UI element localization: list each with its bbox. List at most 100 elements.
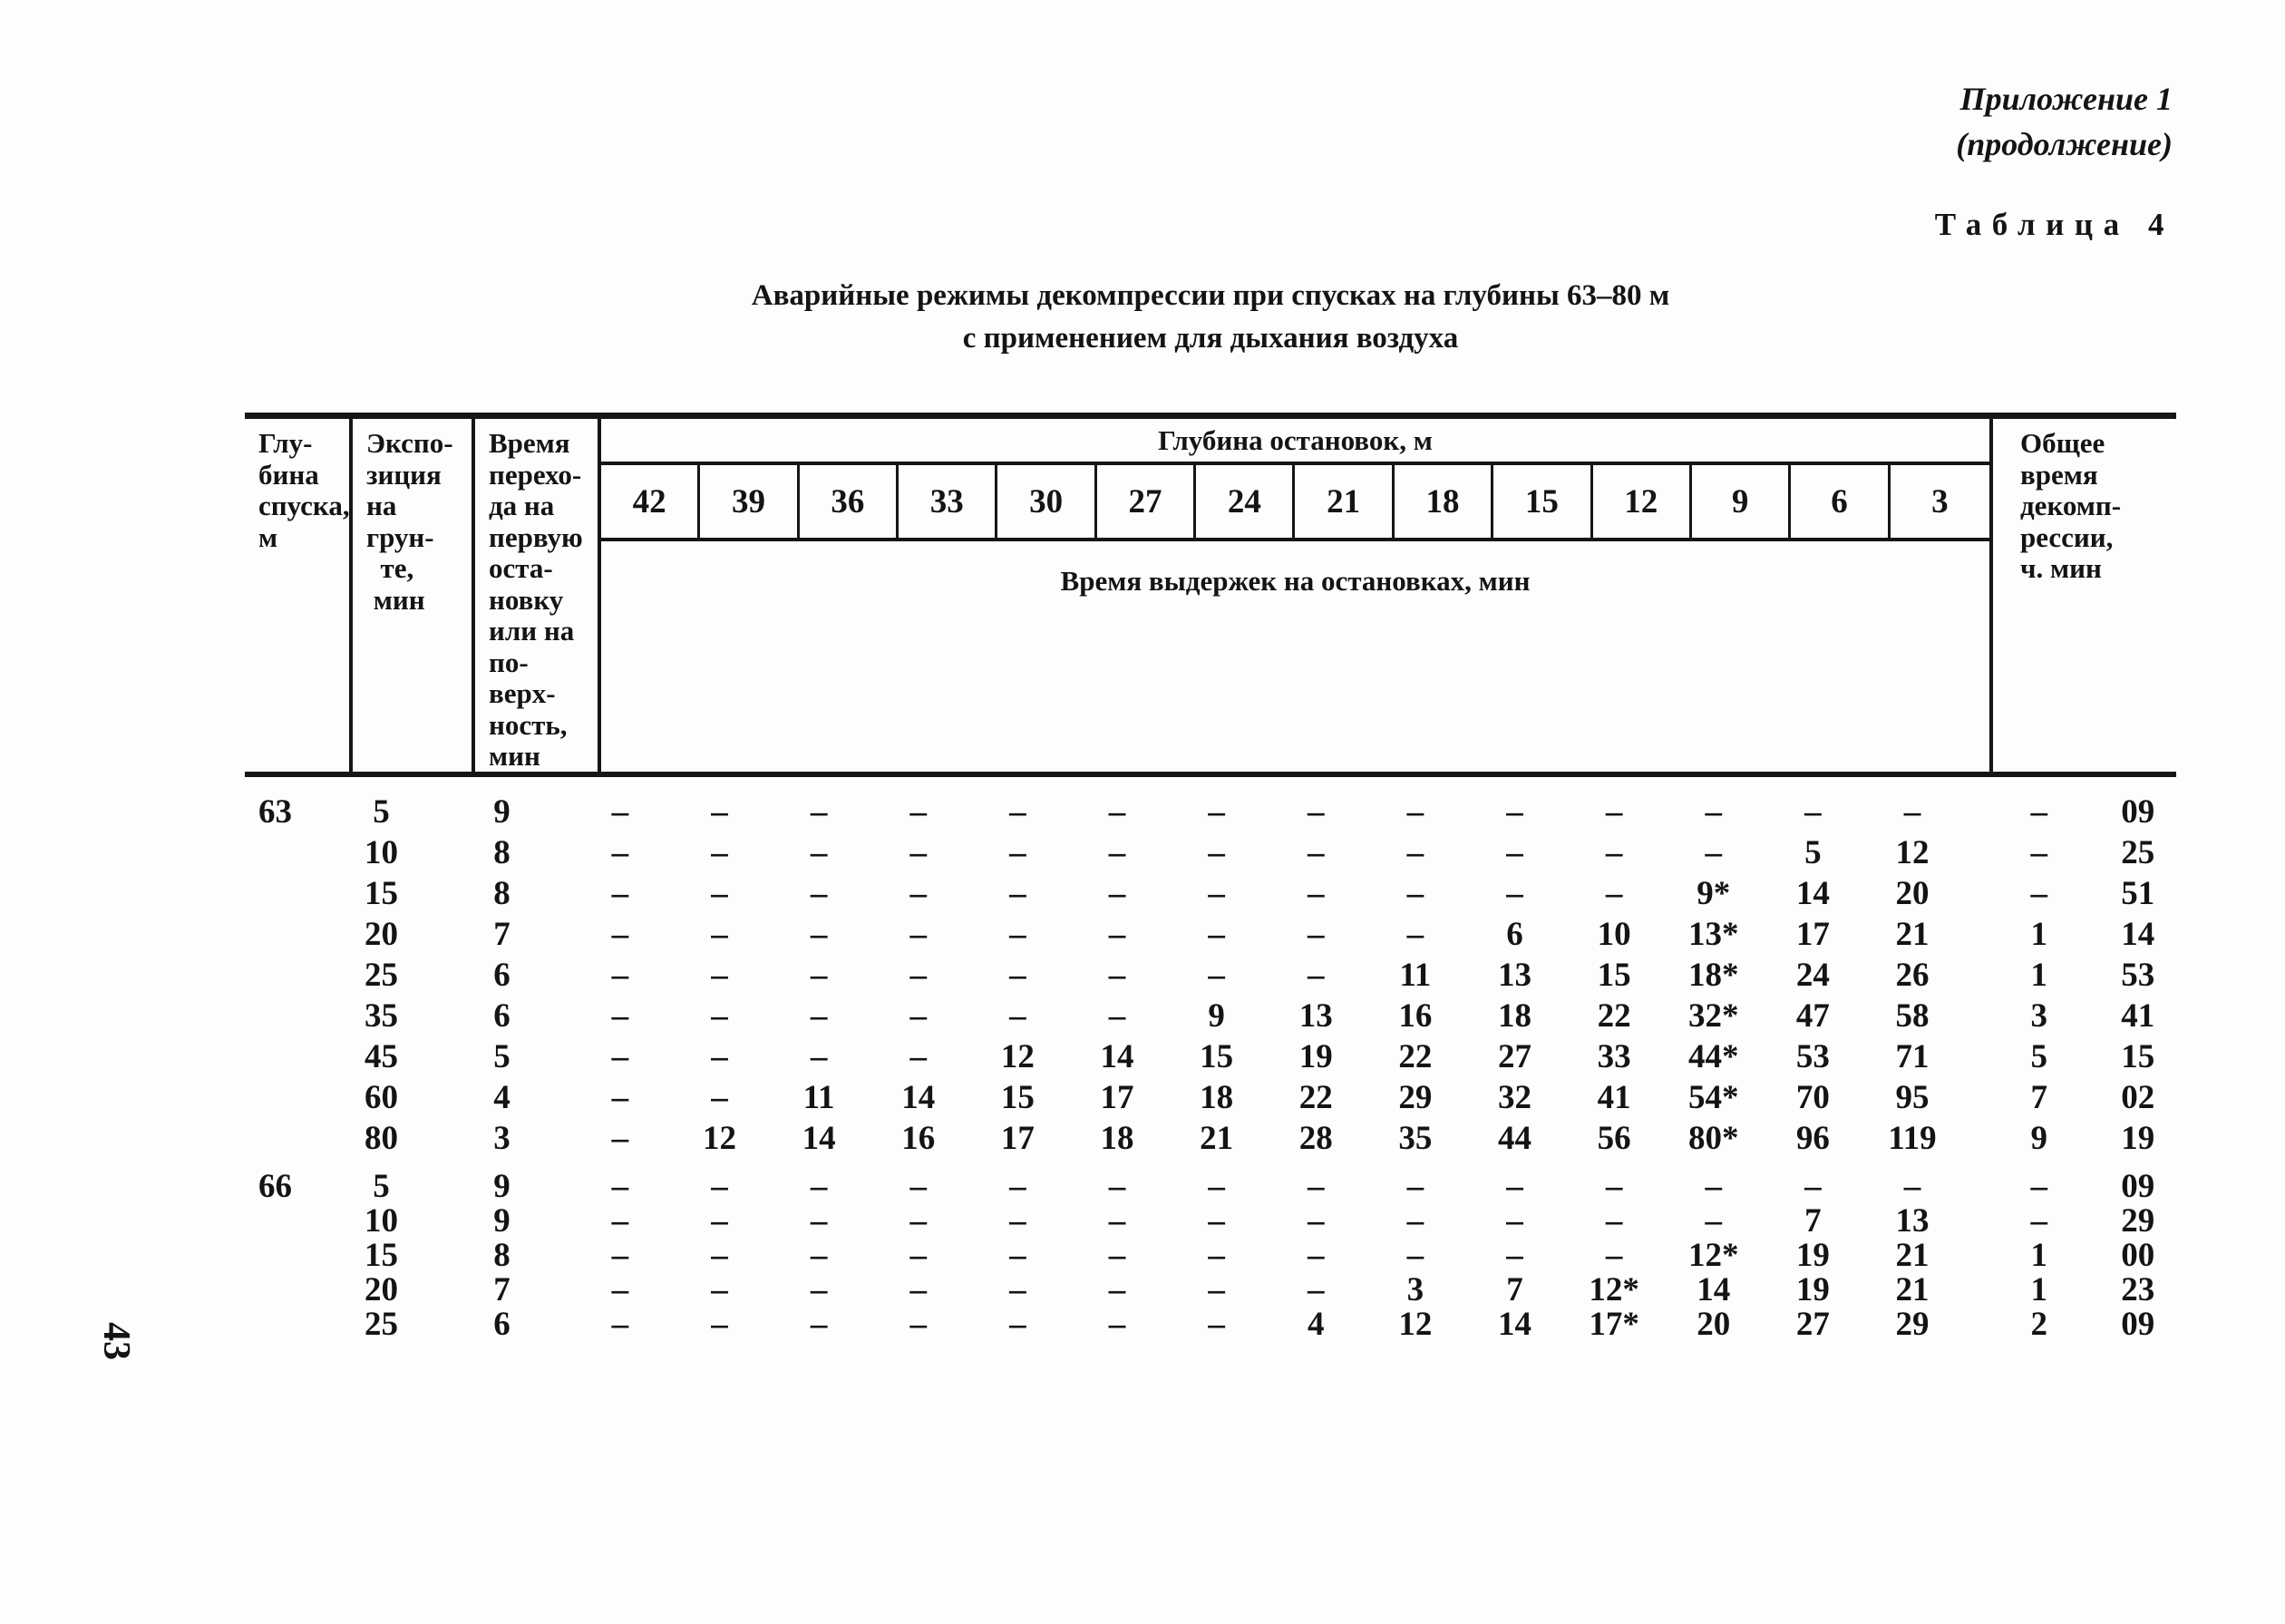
stop-depth-33: 33	[899, 465, 998, 538]
stop-30-cell: –	[1009, 1202, 1026, 1240]
stop-9-cell: 44*	[1687, 1038, 1739, 1075]
exposure-cell: 20	[365, 1271, 398, 1308]
exposure-cell: 10	[365, 834, 398, 871]
header-stops-subtitle: Время выдержек на остановках, мин	[1060, 565, 1531, 597]
stop-depth-21: 21	[1295, 465, 1395, 538]
stop-9-cell: 20	[1697, 1306, 1731, 1343]
stop-33-cell: –	[909, 997, 927, 1035]
stop-3-cell: 26	[1895, 957, 1930, 994]
stop-33-cell: –	[909, 834, 927, 871]
stop-36-cell: –	[810, 1038, 828, 1075]
exposure-cell: 80	[365, 1120, 398, 1157]
header-stops-group: Глубина остановок, м 42 39 36 33 30 27 2…	[601, 419, 1993, 772]
transfer-time-cell: 6	[493, 957, 510, 994]
total-hours-cell: –	[2030, 834, 2048, 871]
stop-30-cell: –	[1009, 1168, 1026, 1205]
stop-39-cell: –	[711, 1271, 728, 1308]
stop-depth-42: 42	[601, 465, 701, 538]
stop-36-cell: –	[810, 1271, 828, 1308]
stop-15-cell: 14	[1497, 1306, 1531, 1343]
stop-36-cell: –	[810, 1168, 828, 1205]
stop-27-cell: –	[1108, 916, 1126, 953]
stop-12-cell: 10	[1597, 916, 1631, 953]
stop-3-cell: 21	[1895, 1237, 1930, 1274]
transfer-time-cell: 8	[493, 834, 510, 871]
transfer-time-cell: 6	[493, 997, 510, 1035]
stop-15-cell: 27	[1497, 1038, 1531, 1075]
depth-cell	[221, 873, 329, 914]
stop-12-cell: –	[1605, 1202, 1623, 1240]
stop-24-cell: –	[1208, 1306, 1225, 1343]
table-row: 60 4 – – 11 14 15 17 18 22 29 32 41 54* …	[245, 1077, 2176, 1118]
stop-33-cell: –	[909, 916, 927, 953]
stop-33-cell: –	[909, 1168, 927, 1205]
stop-15-cell: –	[1506, 1202, 1523, 1240]
stop-36-cell: –	[810, 997, 828, 1035]
stop-depth-39: 39	[700, 465, 800, 538]
header-stop-depths: 42 39 36 33 30 27 24 21 18 15 12 9 6 3	[601, 462, 1989, 541]
transfer-time-cell: 8	[493, 875, 510, 912]
total-hours-cell: –	[2030, 793, 2048, 831]
stop-15-cell: 13	[1497, 957, 1531, 994]
stop-24-cell: –	[1208, 834, 1225, 871]
stop-42-cell: –	[611, 1120, 629, 1157]
stop-36-cell: –	[810, 916, 828, 953]
stop-42-cell: –	[611, 1306, 629, 1343]
table-row: 35 6 – – – – – – 9 13 16 18 22 32* 47 58	[245, 996, 2176, 1036]
stop-30-cell: –	[1009, 1237, 1026, 1274]
stop-24-cell: 18	[1200, 1079, 1234, 1116]
stop-6-cell: 53	[1795, 1038, 1830, 1075]
depth-cell	[221, 996, 329, 1036]
stop-18-cell: 12	[1398, 1306, 1433, 1343]
stop-depth-18: 18	[1395, 465, 1494, 538]
stop-3-cell: 21	[1895, 1271, 1930, 1308]
total-minutes-cell: 51	[2121, 875, 2155, 912]
stop-18-cell: 11	[1399, 957, 1432, 994]
stop-3-cell: 71	[1895, 1038, 1930, 1075]
stop-27-cell: –	[1108, 1306, 1126, 1343]
header-exposure: Экспо- зиция на грун- те, мин	[353, 419, 475, 772]
stop-18-cell: –	[1406, 834, 1424, 871]
stop-21-cell: 13	[1298, 997, 1333, 1035]
stop-30-cell: –	[1009, 997, 1026, 1035]
stop-39-cell: –	[711, 1306, 728, 1343]
stop-27-cell: –	[1108, 875, 1126, 912]
exposure-cell: 15	[365, 1237, 398, 1274]
stop-33-cell: –	[909, 1202, 927, 1240]
exposure-cell: 5	[373, 793, 390, 831]
stop-33-cell: –	[909, 1306, 927, 1343]
depth-66-block: 66 5 9 – – – – – – – – – – – – – –	[245, 1167, 2176, 1343]
stop-33-cell: –	[909, 957, 927, 994]
total-minutes-cell: 09	[2121, 1168, 2155, 1205]
stop-24-cell: 9	[1208, 997, 1225, 1035]
stop-27-cell: –	[1108, 997, 1126, 1035]
stop-depth-15: 15	[1493, 465, 1593, 538]
stop-3-cell: 29	[1895, 1306, 1930, 1343]
stop-18-cell: –	[1406, 1237, 1424, 1274]
stop-27-cell: –	[1108, 793, 1126, 831]
stop-21-cell: 28	[1298, 1120, 1333, 1157]
stop-18-cell: –	[1406, 916, 1424, 953]
stop-15-cell: 32	[1497, 1079, 1531, 1116]
stop-39-cell: –	[711, 1038, 728, 1075]
depth-cell	[221, 1201, 329, 1240]
depth-cell	[221, 914, 329, 955]
block-separator	[245, 1159, 2176, 1167]
stop-12-cell: –	[1605, 834, 1623, 871]
stop-33-cell: 16	[901, 1120, 936, 1157]
total-minutes-cell: 14	[2121, 916, 2155, 953]
stop-27-cell: 18	[1100, 1120, 1134, 1157]
stop-9-cell: 14	[1697, 1271, 1731, 1308]
stop-18-cell: –	[1406, 1168, 1424, 1205]
stop-39-cell: –	[711, 1168, 728, 1205]
stop-15-cell: –	[1506, 793, 1523, 831]
header-total-time: Общее время декомп- рессии, ч. мин	[2020, 427, 2122, 584]
stop-30-cell: 17	[1000, 1120, 1035, 1157]
stop-24-cell: –	[1208, 1271, 1225, 1308]
stop-6-cell: 19	[1795, 1271, 1830, 1308]
stop-9-cell: –	[1705, 793, 1722, 831]
transfer-time-cell: 9	[493, 793, 510, 831]
exposure-cell: 25	[365, 1306, 398, 1343]
stop-24-cell: –	[1208, 875, 1225, 912]
stop-18-cell: 22	[1398, 1038, 1433, 1075]
